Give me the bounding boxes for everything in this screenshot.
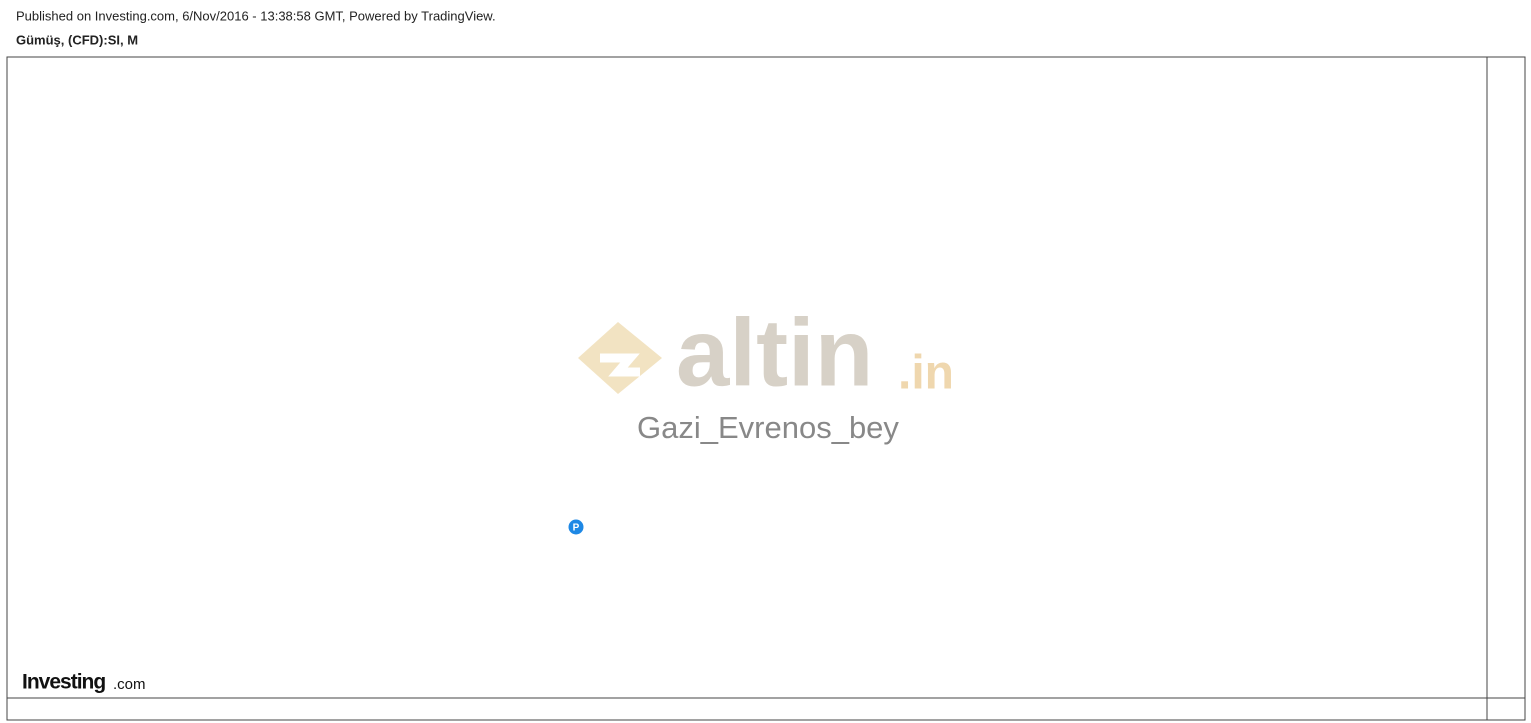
symbol-title: Gümüş, (CFD):SI, M (16, 32, 138, 47)
watermark-suffix: .in (898, 347, 954, 400)
marker-badge-text: P (573, 523, 580, 534)
published-note: Published on Investing.com, 6/Nov/2016 -… (16, 8, 496, 23)
watermark: altin .in Gazi_Evrenos_bey (578, 299, 954, 445)
watermark-author: Gazi_Evrenos_bey (637, 410, 899, 445)
chart-frame (6, 56, 1526, 721)
watermark-icon (578, 322, 662, 394)
marker-badge (568, 519, 584, 535)
watermark-brand: altin (676, 299, 873, 406)
logo-suffix: .com (113, 676, 146, 693)
logo: Investing (22, 671, 105, 694)
